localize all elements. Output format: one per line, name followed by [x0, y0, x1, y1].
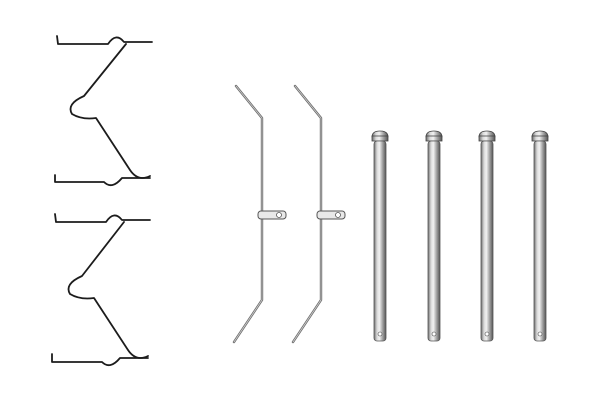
guide-pin-1 — [371, 130, 389, 342]
guide-pin-4 — [531, 130, 549, 342]
retaining-clip-1 — [232, 84, 287, 344]
retaining-clip-2 — [291, 84, 346, 344]
anti-rattle-spring-2 — [51, 213, 151, 367]
anti-rattle-spring-1 — [54, 35, 153, 187]
guide-pin-3 — [478, 130, 496, 342]
guide-pin-2 — [425, 130, 443, 342]
